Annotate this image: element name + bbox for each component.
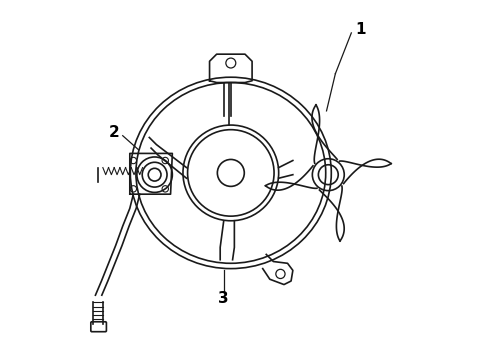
Text: 1: 1 — [355, 22, 366, 37]
Text: 2: 2 — [108, 125, 119, 140]
Text: 3: 3 — [219, 291, 229, 306]
